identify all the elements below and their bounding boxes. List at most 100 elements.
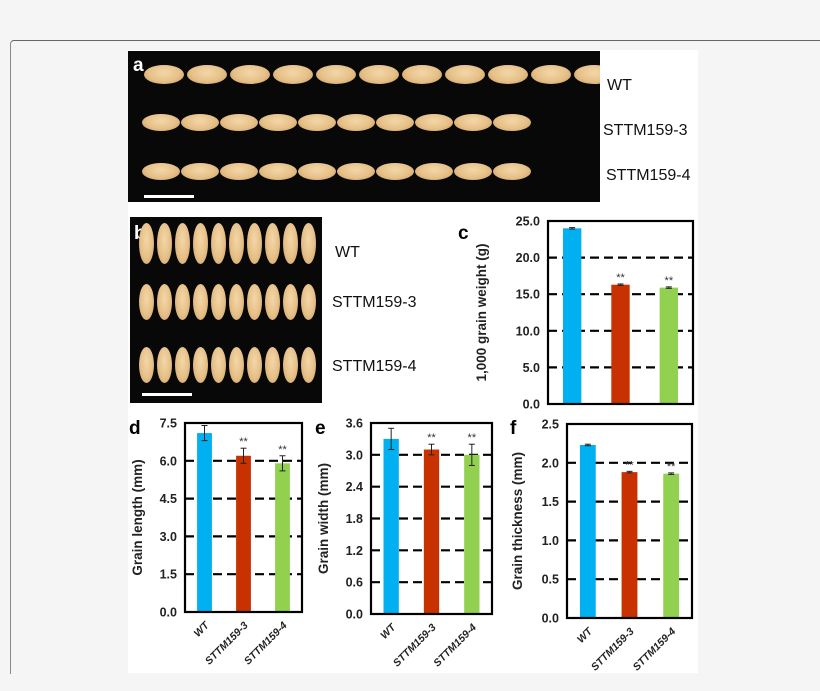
rice-grain	[220, 163, 258, 180]
bar-sttm159-3	[423, 449, 440, 614]
rice-grain	[181, 163, 219, 180]
row-label-a-wt: WT	[607, 77, 632, 94]
figure-frame	[10, 40, 820, 674]
bar-sttm159-4	[464, 454, 480, 614]
rice-grain	[157, 223, 172, 264]
rice-grain	[229, 347, 244, 383]
rice-grain	[454, 114, 492, 131]
bar-sttm159-4	[659, 287, 679, 404]
rice-grain	[359, 65, 399, 84]
rice-grain	[139, 223, 154, 264]
rice-grain	[283, 284, 298, 320]
y-tick-label: 0.5	[542, 573, 559, 587]
row-label-a-sttm159-3: STTM159-3	[603, 122, 688, 139]
rice-grain	[181, 114, 219, 131]
rice-grain	[301, 347, 316, 383]
panel-letter: c	[458, 223, 469, 244]
rice-grain	[247, 347, 262, 383]
rice-grain	[337, 114, 375, 131]
rice-grain	[376, 114, 414, 131]
y-axis-label: Grain thickness (mm)	[510, 452, 525, 590]
y-tick-label: 0.0	[523, 398, 540, 412]
rice-grain	[175, 284, 190, 320]
panel-letter: f	[510, 418, 517, 439]
rice-grain	[211, 223, 226, 264]
rice-grain	[193, 223, 208, 264]
rice-grain	[229, 284, 244, 320]
x-tick-label: WT	[192, 619, 213, 640]
rice-grain	[301, 284, 316, 320]
rice-grain	[211, 284, 226, 320]
y-tick-label: 6.0	[160, 454, 177, 468]
rice-grain	[265, 284, 280, 320]
rice-grain	[273, 65, 313, 84]
panel-letter: e	[315, 418, 326, 439]
rice-grain	[493, 163, 531, 180]
y-tick-label: 2.4	[346, 480, 363, 494]
bar-sttm159-3	[611, 284, 630, 404]
y-tick-label: 0.0	[160, 606, 177, 620]
significance-marker: **	[468, 432, 477, 444]
chart-grain-length: d 0.0 1.5 3.0 4.5 6.0 7.5 Grain length (mm) WT **…	[129, 417, 304, 667]
rice-grain	[175, 223, 190, 264]
rice-grain	[193, 284, 208, 320]
y-axis-label: 1,000 grain weight (g)	[474, 243, 489, 381]
y-tick-label: 4.5	[160, 492, 177, 506]
bar-sttm159-4	[275, 463, 290, 612]
rice-grain	[337, 163, 375, 180]
x-tick-label: STTM159-4	[631, 626, 679, 673]
y-axis-label: Grain length (mm)	[130, 459, 145, 575]
rice-grain	[157, 347, 172, 383]
rice-grain	[454, 163, 492, 180]
rice-grain	[187, 65, 227, 84]
rice-grain	[259, 163, 297, 180]
rice-grain	[265, 223, 280, 264]
rice-grain	[316, 65, 356, 84]
rice-grain	[574, 65, 600, 84]
y-tick-label: 1.2	[346, 544, 363, 558]
significance-marker: **	[427, 432, 436, 444]
row-label-b-sttm159-4: STTM159-4	[332, 358, 417, 375]
significance-marker: **	[625, 459, 634, 471]
panel-letter-a: a	[133, 55, 144, 76]
rice-grain	[493, 114, 531, 131]
rice-grain	[229, 223, 244, 264]
y-tick-label: 3.6	[346, 417, 363, 431]
y-tick-label: 1.5	[542, 495, 559, 509]
y-tick-label: 5.0	[523, 361, 540, 375]
y-tick-label: 25.0	[516, 215, 540, 229]
plot-frame	[183, 421, 304, 614]
rice-grain	[283, 223, 298, 264]
figure: a WT STTM159-3 STTM159-4 b WT STTM159-3 …	[128, 50, 698, 673]
rice-grain	[415, 163, 453, 180]
rice-grain	[283, 347, 298, 383]
rice-grain	[259, 114, 297, 131]
significance-marker: **	[667, 461, 676, 473]
rice-grain	[142, 163, 180, 180]
rice-grain	[415, 114, 453, 131]
rice-grain	[247, 223, 262, 264]
rice-grain	[139, 284, 154, 320]
rice-grain	[488, 65, 528, 84]
significance-marker: **	[239, 436, 248, 448]
rice-grain	[402, 65, 442, 84]
rice-grain	[247, 284, 262, 320]
x-tick-label: STTM159-3	[589, 626, 637, 673]
rice-grain	[157, 284, 172, 320]
plot-frame	[369, 421, 494, 616]
chart-grain-width: e 0.0 0.6 1.2 1.8 2.4 3.0 3.6 Grain width (mm) WT…	[315, 417, 494, 669]
row-label-b-wt: WT	[335, 244, 360, 261]
y-tick-label: 1.8	[346, 512, 363, 526]
x-tick-label: WT	[575, 625, 596, 646]
y-tick-label: 0.0	[542, 612, 559, 626]
y-tick-label: 10.0	[516, 324, 540, 338]
plot-frame	[546, 219, 695, 406]
y-tick-label: 0.6	[346, 576, 363, 590]
row-label-a-sttm159-4: STTM159-4	[606, 167, 691, 184]
y-tick-label: 2.5	[542, 418, 559, 432]
y-tick-label: 1.0	[542, 534, 559, 548]
rice-grain	[445, 65, 485, 84]
rice-grain	[230, 65, 270, 84]
chart-grain-weight: c 0.0 5.0 10.0 15.0 20.0 25.0 1,000 grain weigh…	[458, 215, 695, 412]
rice-grain	[531, 65, 571, 84]
